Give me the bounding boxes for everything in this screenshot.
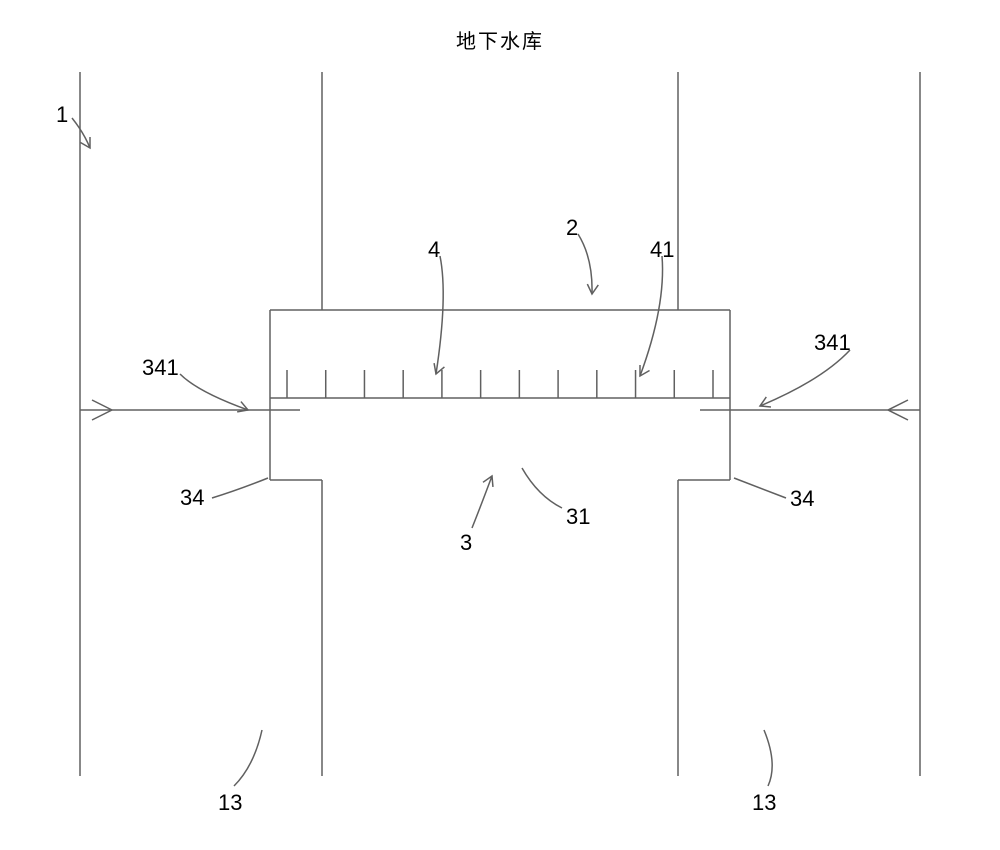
ref-label: 341 [142,355,179,381]
ref-label: 3 [460,530,472,556]
ref-label: 2 [566,215,578,241]
diagram-canvas [0,0,1000,850]
ref-label: 341 [814,330,851,356]
ref-label: 1 [56,102,68,128]
ref-label: 41 [650,237,674,263]
ref-label: 13 [752,790,776,816]
ref-label: 4 [428,237,440,263]
ref-label: 34 [790,486,814,512]
ref-label: 31 [566,504,590,530]
ref-label: 34 [180,485,204,511]
ref-label: 13 [218,790,242,816]
